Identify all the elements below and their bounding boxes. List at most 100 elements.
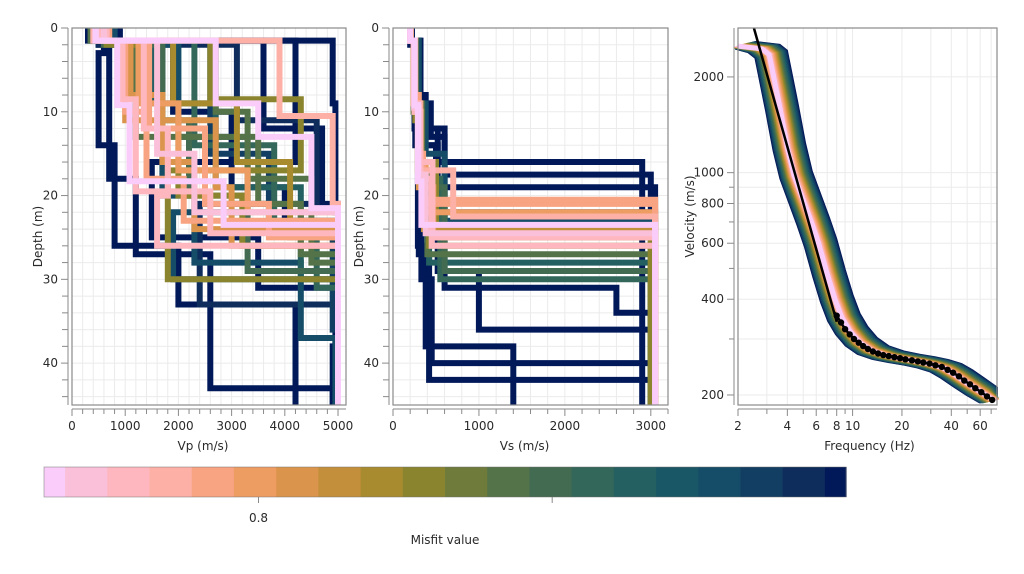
ensemble-model-line <box>92 28 341 405</box>
x-tick-label: 10 <box>845 419 860 433</box>
measured-data-point <box>944 366 951 373</box>
colorbar-segment <box>613 467 657 497</box>
vs-x-ticks: 0 1000 2000 3000 <box>389 408 669 433</box>
measured-data-point <box>855 339 862 346</box>
x-tick-label: 4000 <box>270 419 301 433</box>
x-tick-label: 0 <box>389 419 397 433</box>
vs-model-ensemble <box>407 28 659 405</box>
measured-data-point <box>891 354 898 361</box>
dispersion-y-ticks: 200 400 600 800 1000 2000 <box>693 28 735 405</box>
x-tick-label: 5000 <box>323 419 354 433</box>
x-tick-label: 2000 <box>550 419 581 433</box>
y-tick-label: 1000 <box>693 166 724 180</box>
x-tick-label: 3000 <box>636 419 667 433</box>
measured-data-point <box>846 331 853 338</box>
measured-data-point <box>869 348 877 355</box>
measured-data-point <box>864 345 872 353</box>
best-model-line <box>407 28 659 405</box>
x-tick-label: 0 <box>68 419 76 433</box>
colorbar-segment <box>782 467 826 497</box>
measured-data-point <box>896 355 904 362</box>
y-tick-label: 0 <box>50 21 58 35</box>
measured-data-point <box>961 377 968 384</box>
x-tick-label: 2000 <box>163 419 194 433</box>
x-tick-label: 8 <box>833 419 841 433</box>
x-tick-label: 6 <box>812 419 820 433</box>
vs-y-axis-label: Depth (m) <box>352 206 366 267</box>
measured-data-point <box>908 357 916 364</box>
y-tick-label: 2000 <box>693 70 724 84</box>
y-tick-label: 10 <box>364 105 379 119</box>
vs-depth-panel: 0 1000 2000 3000 0 10 20 30 40 Vs (m/s) Depth (… <box>352 21 669 453</box>
y-tick-label: 40 <box>43 356 58 370</box>
measured-data-point <box>932 362 939 369</box>
measured-data-point <box>833 312 840 319</box>
measured-data-point <box>880 351 887 359</box>
measured-data-point <box>874 350 882 357</box>
y-tick-label: 200 <box>701 388 724 402</box>
colorbar-segment <box>529 467 573 497</box>
vp-best-model <box>92 28 341 405</box>
x-tick-label: 2 <box>734 419 742 433</box>
measured-data-point <box>850 335 858 343</box>
colorbar-segment <box>445 467 488 497</box>
measured-data-point <box>978 389 985 396</box>
measured-data-point <box>966 381 974 388</box>
measured-data-point <box>885 352 892 360</box>
measured-data-point <box>972 385 979 392</box>
dispersion-panel: 2 4 6 8 10 20 40 60 200 400 600 800 1000 2000 Freque… <box>683 27 1000 453</box>
y-tick-label: 10 <box>43 105 58 119</box>
y-tick-label: 800 <box>701 196 724 210</box>
vp-y-axis-label: Depth (m) <box>31 206 45 267</box>
colorbar-segment <box>571 467 615 497</box>
vp-x-ticks: 0 1000 2000 3000 4000 5000 <box>68 408 354 433</box>
colorbar-segment <box>191 467 235 497</box>
colorbar-segment <box>360 467 404 497</box>
colorbar-segment <box>233 467 277 497</box>
x-tick-label: 60 <box>973 419 988 433</box>
dispersion-y-axis-label: Velocity (m/s) <box>683 175 697 257</box>
colorbar-frame <box>43 466 847 498</box>
colorbar-segment <box>824 467 847 497</box>
colorbar-segment <box>487 467 530 497</box>
measured-data-point <box>837 319 845 326</box>
y-tick-label: 20 <box>43 189 58 203</box>
y-tick-label: 30 <box>364 272 379 286</box>
colorbar-ticks: 0.8 <box>249 497 553 525</box>
x-tick-label: 3000 <box>216 419 247 433</box>
x-tick-label: 1000 <box>110 419 141 433</box>
colorbar-label: Misfit value <box>411 533 480 547</box>
vs-x-axis-label: Vs (m/s) <box>500 439 550 453</box>
measured-data-point <box>902 356 909 363</box>
vs-y-ticks: 0 10 20 30 40 <box>364 21 390 405</box>
x-tick-label: 1000 <box>464 419 495 433</box>
y-tick-label: 30 <box>43 272 58 286</box>
y-tick-label: 20 <box>364 189 379 203</box>
y-tick-label: 40 <box>364 356 379 370</box>
vp-plot-frame <box>71 27 347 406</box>
colorbar-segment <box>107 467 151 497</box>
colorbar-segment <box>698 467 742 497</box>
colorbar-segment <box>740 467 784 497</box>
measured-data-point <box>920 359 927 366</box>
measured-data-point <box>841 326 849 333</box>
measured-data-point <box>860 342 867 350</box>
colorbar-segment <box>402 467 446 497</box>
measured-data-point <box>949 369 957 376</box>
x-tick-label: 40 <box>944 419 959 433</box>
measured-data-point <box>938 363 945 371</box>
colorbar-segments <box>44 467 847 497</box>
measured-data-point <box>914 358 921 365</box>
y-tick-label: 600 <box>701 236 724 250</box>
best-model-line <box>92 28 341 405</box>
colorbar-segment <box>318 467 362 497</box>
vp-x-axis-label: Vp (m/s) <box>178 439 229 453</box>
colorbar-segment <box>149 467 193 497</box>
measured-data-point <box>955 373 963 380</box>
vp-depth-panel: 0 1000 2000 3000 4000 5000 0 10 20 30 40 Vp (m/s)… <box>31 21 353 453</box>
vs-best-model <box>407 28 659 405</box>
colorbar-segment <box>65 467 108 497</box>
measured-data-point <box>926 360 933 367</box>
dispersion-x-ticks: 2 4 6 8 10 20 40 60 <box>734 408 997 433</box>
